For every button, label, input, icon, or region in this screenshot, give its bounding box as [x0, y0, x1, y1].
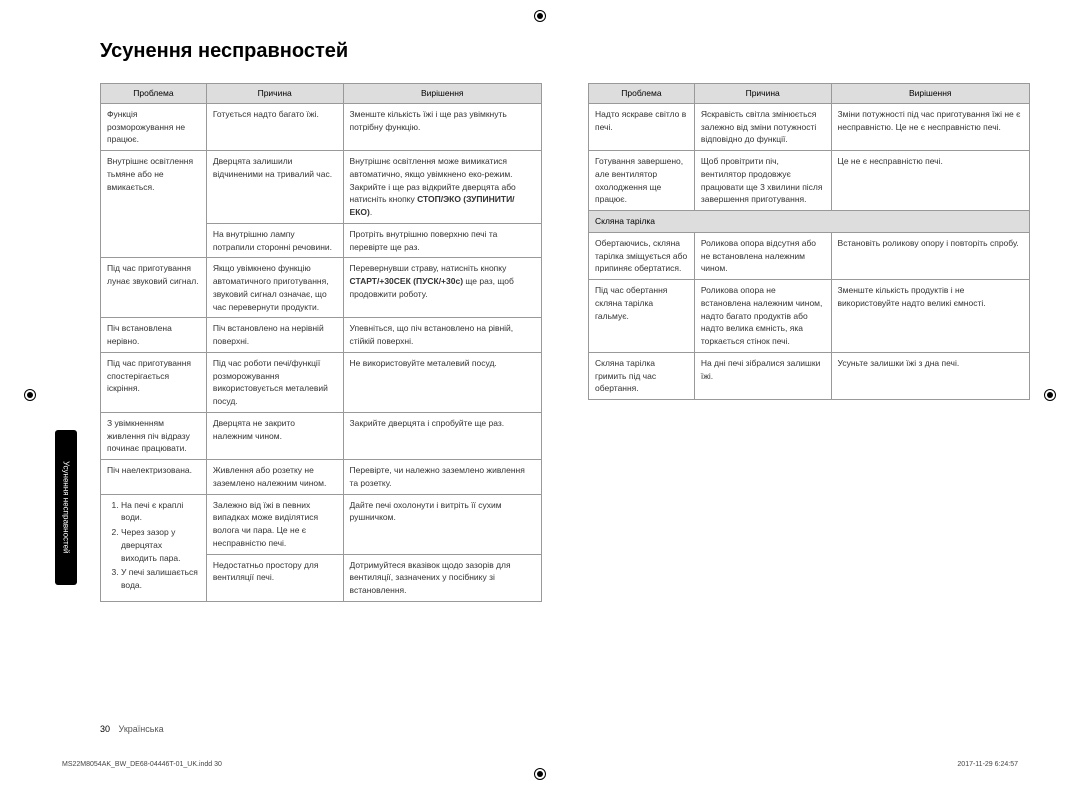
th-cause: Причина	[694, 84, 831, 104]
cell-solution: Усуньте залишки їжі з дна печі.	[831, 352, 1029, 399]
cell-solution: Перевірте, чи належно заземлено живлення…	[343, 460, 541, 495]
cell-cause: Яскравість світла змінюється залежно від…	[694, 103, 831, 150]
list-item: Через зазор у дверцятах виходить пара.	[121, 526, 200, 564]
cell-cause: Щоб провітрити піч, вентилятор продовжує…	[694, 151, 831, 211]
cell-problem: На печі є краплі води.Через зазор у двер…	[101, 494, 207, 601]
cell-problem: Скляна тарілка гримить під час обертання…	[589, 352, 695, 399]
cell-solution: Зменште кількість продуктів і не викорис…	[831, 280, 1029, 353]
cell-solution: Зміни потужності під час приготування їж…	[831, 103, 1029, 150]
table-row: Функція розморожування не працює.Готуєть…	[101, 103, 542, 150]
cell-problem: Піч встановлена нерівно.	[101, 318, 207, 353]
cell-solution: Дайте печі охолонути і витріть її сухим …	[343, 494, 541, 554]
cell-solution: Зменште кількість їжі і ще раз увімкнуть…	[343, 103, 541, 150]
troubleshooting-table-1: Проблема Причина Вирішення Функція розмо…	[100, 83, 542, 602]
cell-cause: На дні печі зібралися залишки їжі.	[694, 352, 831, 399]
page-title: Усунення несправностей	[100, 40, 1030, 63]
cell-cause: Живлення або розетку не заземлено належн…	[206, 460, 343, 495]
th-solution: Вирішення	[831, 84, 1029, 104]
cell-problem: З увімкненням живлення піч відразу почин…	[101, 412, 207, 459]
th-cause: Причина	[206, 84, 343, 104]
table-row: Обертаючись, скляна тарілка зміщується а…	[589, 232, 1030, 279]
cell-solution: Встановіть роликову опору і повторіть сп…	[831, 232, 1029, 279]
cell-cause: Піч встановлено на нерівній поверхні.	[206, 318, 343, 353]
cell-solution: Це не є несправністю печі.	[831, 151, 1029, 211]
cell-cause: На внутрішню лампу потрапили сторонні ре…	[206, 223, 343, 258]
content-columns: Проблема Причина Вирішення Функція розмо…	[100, 83, 1030, 602]
table-row: Під час обертання скляна тарілка гальмує…	[589, 280, 1030, 353]
cell-solution: Упевніться, що піч встановлено на рівній…	[343, 318, 541, 353]
table-row: На печі є краплі води.Через зазор у двер…	[101, 494, 542, 554]
cell-solution: Закрийте дверцята і спробуйте ще раз.	[343, 412, 541, 459]
cell-solution: Протріть внутрішню поверхню печі та пере…	[343, 223, 541, 258]
cell-cause: Дверцята не закрито належним чином.	[206, 412, 343, 459]
cell-cause: Роликова опора відсутня або не встановле…	[694, 232, 831, 279]
troubleshooting-table-2: Проблема Причина Вирішення Надто яскраве…	[588, 83, 1030, 400]
table-row: Під час приготування лунає звуковий сигн…	[101, 258, 542, 318]
table-row: Внутрішнє освітлення тьмяне або не вмика…	[101, 151, 542, 224]
cell-cause: Недостатньо простору для вентиляції печі…	[206, 554, 343, 601]
cell-cause: Якщо увімкнено функцію автоматичного при…	[206, 258, 343, 318]
table-row: Надто яскраве світло в печі.Яскравість с…	[589, 103, 1030, 150]
th-problem: Проблема	[589, 84, 695, 104]
cell-solution: Не використовуйте металевий посуд.	[343, 352, 541, 412]
cell-problem: Надто яскраве світло в печі.	[589, 103, 695, 150]
cell-problem: Під час обертання скляна тарілка гальмує…	[589, 280, 695, 353]
cell-cause: Готується надто багато їжі.	[206, 103, 343, 150]
page-footer: 30 Українська	[100, 724, 164, 734]
column-right: Проблема Причина Вирішення Надто яскраве…	[588, 83, 1030, 602]
cell-cause: Роликова опора не встановлена належним ч…	[694, 280, 831, 353]
table-row: Скляна тарілка гримить під час обертання…	[589, 352, 1030, 399]
table-subheader-row: Скляна тарілка	[589, 211, 1030, 233]
cell-solution: Перевернувши страву, натисніть кнопку СТ…	[343, 258, 541, 318]
document-print-footer: MS22M8054AK_BW_DE68-04446T-01_UK.indd 30…	[62, 761, 1018, 768]
table-row: Піч наелектризована.Живлення або розетку…	[101, 460, 542, 495]
table-subheader: Скляна тарілка	[589, 211, 1030, 233]
table-row: З увімкненням живлення піч відразу почин…	[101, 412, 542, 459]
page-number: 30	[100, 724, 110, 734]
cell-solution: Внутрішнє освітлення може вимикатися авт…	[343, 151, 541, 224]
doc-footer-filename: MS22M8054AK_BW_DE68-04446T-01_UK.indd 30	[62, 761, 222, 768]
cell-cause: Залежно від їжі в певних випадках може в…	[206, 494, 343, 554]
cell-problem: Обертаючись, скляна тарілка зміщується а…	[589, 232, 695, 279]
doc-footer-timestamp: 2017-11-29 6:24:57	[957, 761, 1018, 768]
side-tab: Усунення несправностей	[55, 430, 77, 585]
table-row: Під час приготування спостерігається іск…	[101, 352, 542, 412]
th-problem: Проблема	[101, 84, 207, 104]
cell-problem: Готування завершено, але вентилятор охол…	[589, 151, 695, 211]
cell-problem: Внутрішнє освітлення тьмяне або не вмика…	[101, 151, 207, 258]
th-solution: Вирішення	[343, 84, 541, 104]
cell-problem: Функція розморожування не працює.	[101, 103, 207, 150]
cell-problem: Під час приготування лунає звуковий сигн…	[101, 258, 207, 318]
cell-cause: Під час роботи печі/функції розморожуван…	[206, 352, 343, 412]
bold-text: СТАРТ/+30СЕК (ПУСК/+30с)	[350, 276, 464, 286]
list-item: На печі є краплі води.	[121, 499, 200, 525]
cell-problem: Під час приготування спостерігається іск…	[101, 352, 207, 412]
cell-solution: Дотримуйтеся вказівок щодо зазорів для в…	[343, 554, 541, 601]
table-row: Готування завершено, але вентилятор охол…	[589, 151, 1030, 211]
table-row: Піч встановлена нерівно.Піч встановлено …	[101, 318, 542, 353]
cell-cause: Дверцята залишили відчиненими на тривали…	[206, 151, 343, 224]
page-language: Українська	[119, 724, 164, 734]
list-item: У печі залишається вода.	[121, 566, 200, 592]
cell-problem: Піч наелектризована.	[101, 460, 207, 495]
page-content: Усунення несправностей Усунення несправн…	[0, 0, 1080, 790]
column-left: Проблема Причина Вирішення Функція розмо…	[100, 83, 542, 602]
bold-text: СТОП/ЭКО (ЗУПИНИТИ/ЕКО)	[350, 194, 515, 217]
